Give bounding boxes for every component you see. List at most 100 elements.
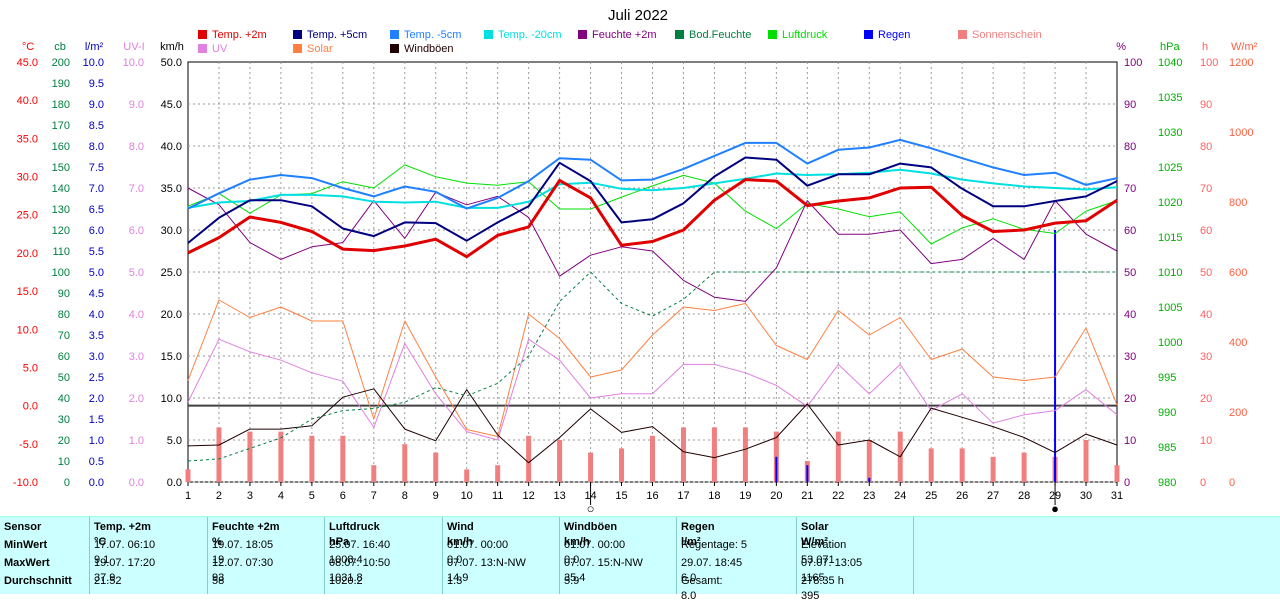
y-tick-label: 800 — [1229, 197, 1247, 209]
stats-row: 25.07. 16:40 1008.4 — [329, 538, 438, 566]
y-tick-label: 30 — [58, 414, 70, 426]
y-tick-label: 1030 — [1158, 127, 1182, 139]
x-tick-label: 9 — [433, 490, 439, 502]
y-tick-label: 0.0 — [23, 401, 38, 413]
y-tick-label: 6.0 — [89, 225, 104, 237]
stats-cell: 278:35 h — [801, 575, 844, 587]
y-tick-label: 80 — [1124, 141, 1136, 153]
sunshine-bar — [680, 427, 686, 482]
stats-header: Feuchte +2m% — [212, 520, 320, 548]
stats-column: Regen l/m² Regentage: 5 29.07. 18:45 6.0 Gesa… — [677, 517, 797, 602]
stats-cell: 29.07. 18:45 — [681, 557, 743, 569]
stats-value: 395 — [801, 590, 820, 602]
series-line-luftdruck — [187, 164, 1118, 245]
y-tick-label: 1.0 — [129, 435, 144, 447]
stats-value: 37.9 — [94, 572, 116, 584]
stats-row: MaxWert — [4, 556, 85, 571]
legend: Temp. +2m Temp. +5cm Temp. -5cm Temp. -20cm… — [198, 29, 1042, 55]
y-tick-label: 1000 — [1229, 127, 1253, 139]
stats-cell: Wind — [447, 521, 474, 533]
sunshine-bar — [742, 427, 748, 482]
x-tick-label: 17 — [677, 490, 689, 502]
stats-row: 01.07. 00:00 0.0 — [564, 538, 672, 566]
legend-swatch — [198, 44, 207, 53]
stats-cell: 19.07. 17:20 — [94, 557, 156, 569]
axis-unit-label: hPa — [1160, 41, 1180, 53]
x-tick-label: 12 — [523, 490, 535, 502]
stats-cell: Durchschnitt — [4, 575, 72, 587]
y-tick-label: 3.5 — [89, 330, 104, 342]
stats-cell: 19.07. 18:05 — [212, 539, 274, 551]
stats-value: 14.9 — [447, 572, 469, 584]
stats-header: Regen l/m² — [681, 520, 792, 548]
rain-bar — [775, 456, 778, 482]
legend-swatch — [198, 30, 207, 39]
y-tick-label: 9.5 — [89, 78, 104, 90]
y-tick-label: 400 — [1229, 337, 1247, 349]
y-tick-label: 9.0 — [129, 99, 144, 111]
y-tick-label: 45.0 — [17, 57, 38, 69]
y-tick-label: 50 — [1200, 267, 1212, 279]
legend-swatch — [390, 30, 399, 39]
stats-cell: Regentage: 5 — [681, 539, 748, 551]
y-tick-label: 170 — [52, 120, 70, 132]
sunshine-bar — [309, 435, 315, 482]
series-line-temp-20cm — [187, 168, 1118, 209]
y-tick-label: 60 — [58, 351, 70, 363]
y-tick-label: 100 — [1124, 57, 1142, 69]
y-tick-label: 1200 — [1229, 57, 1253, 69]
axis-unit-label: cb — [54, 41, 66, 53]
stats-row: Elevation 53.071 — [801, 538, 909, 566]
stats-cell: Sensor — [4, 521, 42, 533]
sunshine-bar — [464, 469, 470, 482]
x-tick-label: 26 — [956, 490, 968, 502]
y-tick-label: 10 — [1200, 435, 1212, 447]
x-tick-label: 19 — [739, 490, 751, 502]
y-tick-label: 0.5 — [89, 456, 104, 468]
stats-column: Sensor MinWert MaxWert Durchschnitt — [0, 517, 90, 594]
stats-row: 19.07. 17:20 37.9 — [94, 556, 203, 584]
stats-cell: 08.07. 10:50 — [329, 557, 391, 569]
x-tick-label: 28 — [1018, 490, 1030, 502]
x-tick-label: 24 — [894, 490, 906, 502]
legend-label: Luftdruck — [782, 29, 828, 41]
sunshine-bar — [371, 465, 377, 482]
stats-row: 19.07. 18:05 19 — [212, 538, 320, 566]
stats-cell: Temp. +2m — [94, 521, 151, 533]
sunshine-bar — [959, 448, 965, 482]
x-tick-label: 18 — [708, 490, 720, 502]
y-tick-label: 4.5 — [89, 288, 104, 300]
sunshine-bar — [1021, 452, 1027, 482]
stats-value: 6.0 — [681, 572, 697, 584]
statistics-table: Sensor MinWert MaxWert Durchschnitt Temp. +2… — [0, 516, 1280, 602]
stats-cell: MinWert — [4, 539, 48, 551]
y-tick-label: 40 — [58, 393, 70, 405]
stats-cell: MaxWert — [4, 557, 50, 569]
series-line-feuchte-2m — [187, 187, 1118, 302]
stats-value: 1031.8 — [329, 572, 363, 584]
y-tick-label: 60 — [1124, 225, 1136, 237]
y-tick-label: 140 — [52, 183, 70, 195]
grid — [187, 61, 1118, 483]
stats-value: hPa — [329, 536, 350, 548]
y-tick-label: 8.5 — [89, 120, 104, 132]
y-tick-label: 600 — [1229, 267, 1247, 279]
x-tick-label: 7 — [371, 490, 377, 502]
stats-value: 21.52 — [94, 575, 122, 587]
sunshine-bar — [433, 452, 439, 482]
stats-value: 0.0 — [447, 554, 463, 566]
y-tick-label: 100 — [1200, 57, 1218, 69]
stats-row: 1.3 — [447, 574, 555, 589]
sunshine-bar — [402, 444, 408, 482]
stats-row: 29.07. 18:45 6.0 — [681, 556, 792, 584]
sunshine-bar — [866, 440, 872, 482]
x-tick-label: 13 — [553, 490, 565, 502]
stats-cell: Solar — [801, 521, 829, 533]
y-tick-label: 0.0 — [129, 477, 144, 489]
sunshine-bar — [835, 431, 841, 482]
stats-value: 35.4 — [564, 572, 586, 584]
x-tick-label: 22 — [832, 490, 844, 502]
y-tick-label: 35.0 — [161, 183, 182, 195]
stats-column: Temp. +2m °C 17.07. 06:10 9.1 19.07. 17:20 37… — [90, 517, 208, 594]
x-tick-label: 10 — [461, 490, 473, 502]
